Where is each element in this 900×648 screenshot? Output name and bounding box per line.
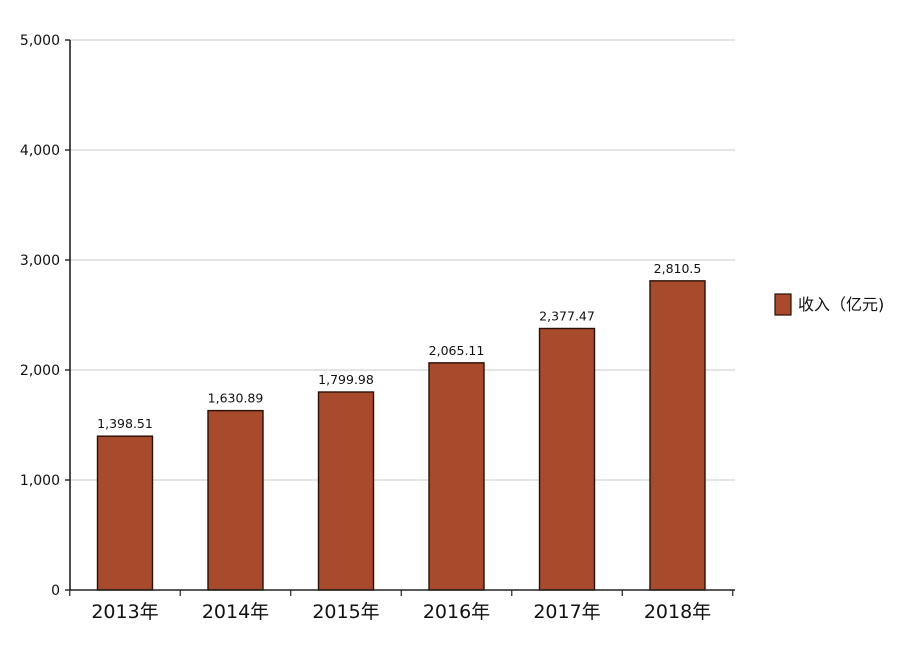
y-tick-label: 3,000 [20,253,60,269]
data-label: 1,398.51 [97,416,153,431]
x-tick-label: 2018年 [644,601,711,623]
bars [96,280,706,591]
data-label: 1,630.89 [208,391,264,406]
y-tick-label: 5,000 [20,33,60,49]
data-label: 2,065.11 [429,343,485,358]
bar [538,327,596,591]
x-tick-label: 2013年 [91,601,158,623]
data-labels: 1,398.51 1,630.89 1,799.98 2,065.11 2,377.47… [97,261,701,431]
gridlines [70,39,735,481]
x-axis-ticks: 2013年 2014年 2015年 2016年 2017年 2018年 [69,590,734,623]
y-tick-label: 2,000 [20,363,60,379]
bar [317,391,375,591]
data-label: 2,810.5 [654,261,702,276]
bar [428,362,485,591]
y-tick-label: 1,000 [20,473,60,489]
y-axis-ticks: 0 1,000 2,000 3,000 4,000 5,000 [20,33,70,599]
legend: 收入（亿元) [774,293,884,316]
data-label: 1,799.98 [318,372,374,387]
data-label: 2,377.47 [539,308,595,323]
y-tick-label: 4,000 [20,143,60,159]
x-tick-label: 2014年 [202,601,269,623]
y-tick-label: 0 [51,583,60,599]
x-tick-label: 2017年 [533,601,600,623]
legend-label: 收入（亿元) [798,295,884,314]
bar [207,409,264,591]
x-tick-label: 2016年 [423,601,490,623]
x-tick-label: 2015年 [312,601,379,623]
legend-swatch [774,293,792,316]
bar [96,435,154,591]
bar [649,280,706,591]
